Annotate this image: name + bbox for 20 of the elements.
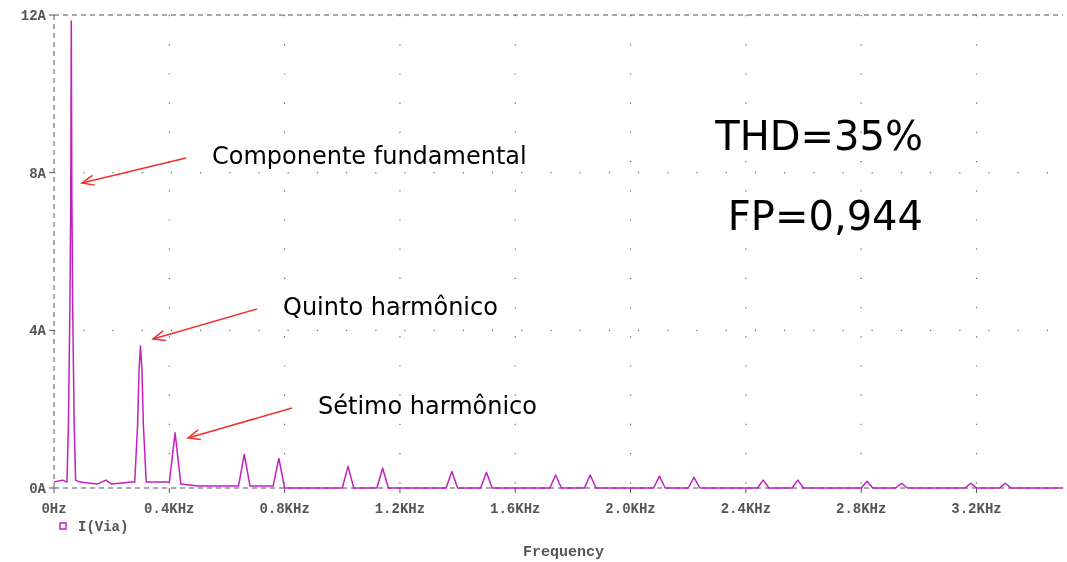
annotation: Sétimo harmônico	[318, 392, 537, 420]
legend-label: I(Via)	[78, 519, 129, 535]
x-tick-label: 1.6KHz	[490, 501, 541, 517]
y-tick-label: 8A	[29, 165, 47, 182]
y-tick-label: 0A	[29, 481, 47, 497]
x-tick-label: 2.4KHz	[720, 501, 772, 517]
x-tick-label: 2.0KHz	[605, 501, 656, 517]
annotation: FP=0,944	[727, 193, 923, 239]
x-tick-label: 0.4KHz	[144, 501, 195, 517]
annotation: Componente fundamental	[212, 142, 527, 170]
x-tick-label: 3.2KHz	[951, 501, 1002, 517]
y-tick-label: 4A	[29, 323, 47, 340]
y-tick-label: 12A	[20, 8, 47, 24]
x-axis-title: Frequency	[522, 544, 605, 561]
annotation: Quinto harmônico	[283, 293, 498, 321]
x-tick-label: 1.2KHz	[374, 501, 426, 517]
x-tick-label: 0.8KHz	[259, 501, 310, 517]
annotation: THD=35%	[714, 113, 923, 159]
x-tick-label: 2.8KHz	[835, 501, 887, 517]
x-tick-label: 0Hz	[41, 501, 67, 517]
